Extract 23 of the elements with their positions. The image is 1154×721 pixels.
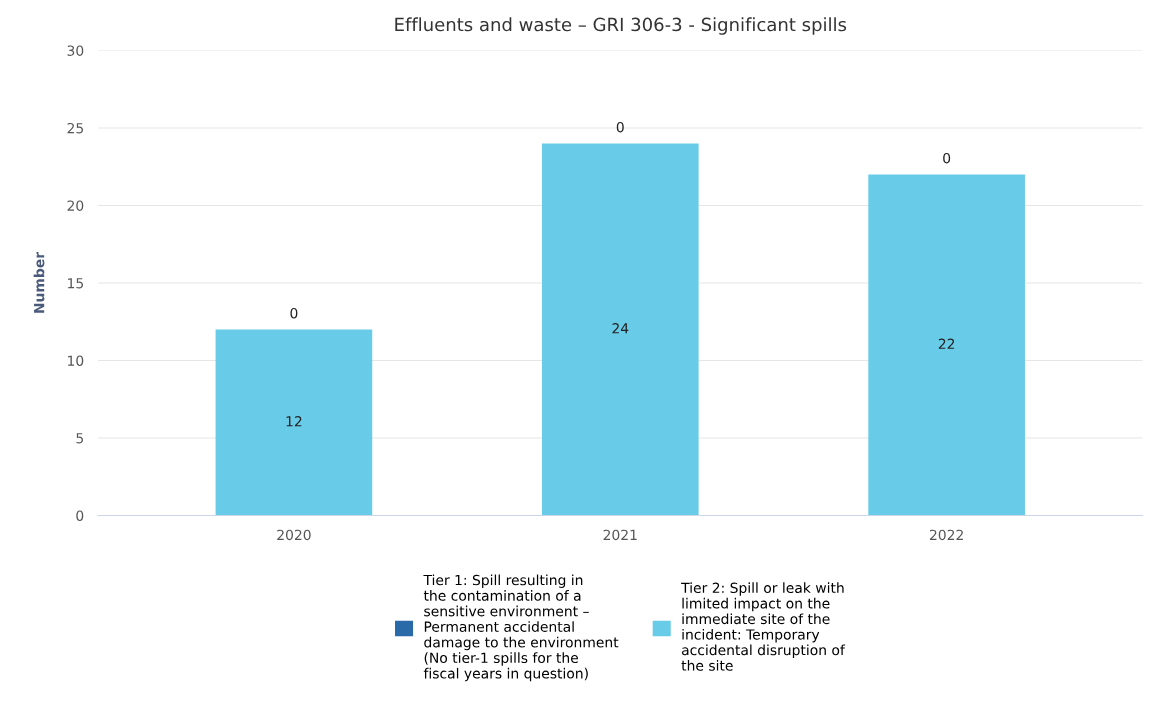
x-tick-label: 2022: [929, 529, 963, 541]
data-label: 0: [290, 307, 298, 319]
y-tick-label: 30: [67, 45, 84, 56]
x-tick-label: 2021: [603, 529, 637, 541]
bar: [868, 174, 1025, 516]
y-tick-label: 0: [76, 510, 84, 521]
legend-label: Tier 1: Spill resulting in the contamination of a sensitive environment – Permanent accidental damage to the environment (No tier-1 spills for the fiscal years in question): [423, 574, 619, 682]
y-tick-label: 15: [68, 278, 83, 289]
y-tick-label: 25: [67, 122, 83, 134]
chart-title: Effluents and waste – GRI 306-3 - Significant spills: [395, 17, 847, 35]
y-tick-label: 10: [68, 355, 84, 366]
bar: [215, 329, 373, 516]
bar: [541, 143, 699, 516]
data-label: 0: [943, 152, 951, 164]
data-label: 12: [286, 416, 302, 427]
data-label: 0: [616, 121, 624, 133]
x-tick-label: 2020: [277, 529, 311, 541]
y-tick-label: 20: [67, 200, 84, 211]
y-tick-label: 5: [76, 433, 83, 444]
data-label: 22: [938, 338, 955, 349]
legend-label: Tier 2: Spill or leak with limited impact on the immediate site of the incident: Temporary accidental disruption of the site: [681, 582, 846, 671]
y-axis-title: Number: [33, 251, 45, 313]
data-label: 24: [612, 323, 629, 334]
